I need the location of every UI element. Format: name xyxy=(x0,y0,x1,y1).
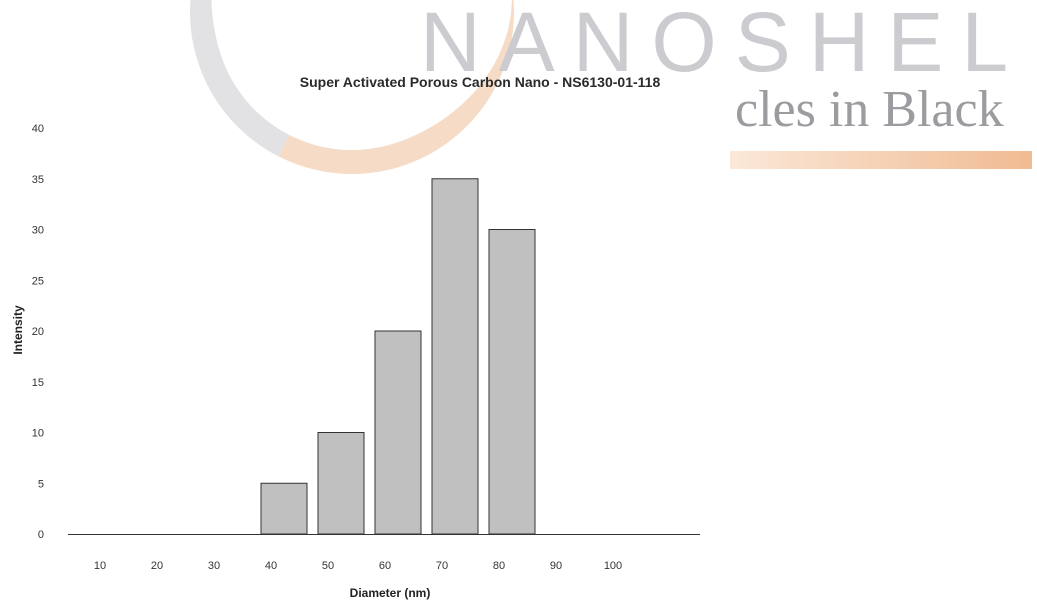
y-tick-label: 5 xyxy=(38,478,44,490)
y-tick-label: 35 xyxy=(32,174,44,186)
x-tick-label: 40 xyxy=(265,560,277,572)
logo-tagline: cles in Black xyxy=(735,81,1004,138)
x-tick-label: 50 xyxy=(322,560,334,572)
y-tick-label: 0 xyxy=(38,529,44,541)
bar-series xyxy=(260,178,536,535)
y-axis-ticks: 0 5 10 15 20 25 30 35 40 xyxy=(32,123,44,541)
x-tick-label: 80 xyxy=(493,560,505,572)
x-axis-ticks: 10 20 30 40 50 60 70 80 90 100 xyxy=(94,560,622,572)
y-tick-label: 15 xyxy=(32,377,44,389)
y-tick-label: 10 xyxy=(32,428,44,440)
x-tick-label: 60 xyxy=(379,560,391,572)
bar-40 xyxy=(260,482,308,535)
y-tick-label: 30 xyxy=(32,225,44,237)
bar-60 xyxy=(374,330,422,535)
logo-underline-bar xyxy=(730,151,1032,169)
x-tick-label: 100 xyxy=(604,560,622,572)
bar-70 xyxy=(431,178,479,535)
y-tick-label: 40 xyxy=(32,123,44,135)
x-tick-label: 10 xyxy=(94,560,106,572)
y-tick-label: 20 xyxy=(32,326,44,338)
logo-wordmark: NANOSHEL xyxy=(420,0,1027,89)
x-axis-label: Diameter (nm) xyxy=(350,586,431,600)
x-tick-label: 20 xyxy=(151,560,163,572)
bar-80 xyxy=(488,229,536,535)
x-tick-label: 30 xyxy=(208,560,220,572)
x-tick-label: 70 xyxy=(436,560,448,572)
chart-title: Super Activated Porous Carbon Nano - NS6… xyxy=(299,74,661,90)
y-tick-label: 25 xyxy=(32,275,44,287)
y-axis-label: Intensity xyxy=(11,305,25,355)
x-tick-label: 90 xyxy=(550,560,562,572)
bar-50 xyxy=(317,432,365,535)
